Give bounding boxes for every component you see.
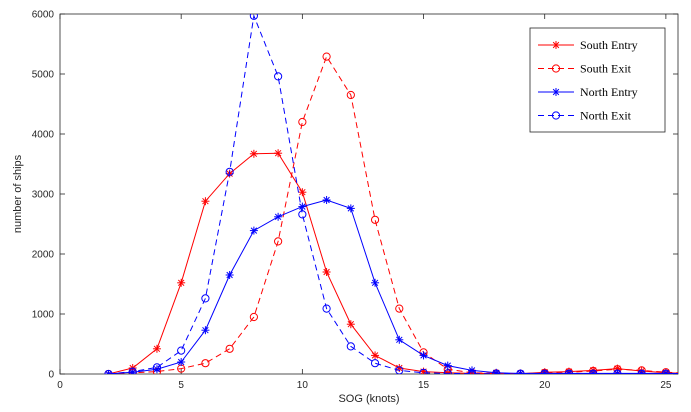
data-point-south-exit	[370, 215, 380, 224]
data-point-south-exit	[346, 90, 355, 100]
data-point-north-entry	[274, 212, 283, 221]
y-axis-label: number of ships	[12, 154, 24, 233]
data-point-south-entry	[298, 188, 307, 197]
x-axis-label: SOG (knots)	[338, 393, 399, 405]
legend-label: South Exit	[580, 62, 632, 76]
data-point-north-exit	[613, 369, 622, 374]
legend-marker	[551, 111, 561, 120]
data-point-north-exit	[274, 72, 283, 81]
data-point-north-entry	[201, 326, 210, 335]
data-point-south-entry	[201, 197, 210, 206]
legend-label: South Entry	[580, 38, 638, 52]
data-point-north-exit	[249, 14, 258, 20]
legend-item-south-entry: South Entry	[538, 38, 638, 52]
data-point-north-exit	[637, 369, 646, 374]
data-point-north-exit	[298, 210, 307, 219]
data-point-north-exit	[492, 369, 501, 374]
legend-marker	[552, 88, 560, 96]
data-point-north-exit	[443, 369, 452, 374]
data-point-north-exit	[467, 369, 477, 374]
data-point-north-exit	[687, 370, 691, 377]
legend-item-north-exit: North Exit	[538, 109, 632, 123]
series-north-exit	[104, 14, 691, 377]
legend-label: North Entry	[580, 85, 638, 99]
data-point-north-entry	[443, 361, 452, 370]
data-point-north-exit	[225, 167, 234, 176]
x-tick-label: 10	[297, 380, 309, 391]
data-point-south-entry	[371, 351, 380, 360]
data-point-north-entry	[371, 278, 380, 287]
data-point-north-exit	[516, 369, 525, 374]
data-point-south-entry	[346, 320, 355, 329]
data-point-north-exit	[419, 368, 428, 374]
y-tick-label: 6000	[32, 10, 55, 21]
data-point-north-exit	[128, 367, 137, 374]
data-point-north-entry	[419, 351, 428, 360]
legend-marker	[551, 64, 561, 73]
legend-item-south-exit: South Exit	[538, 62, 632, 76]
x-tick-label: 0	[57, 380, 63, 391]
legend-label: North Exit	[580, 109, 632, 123]
data-point-north-exit	[322, 304, 331, 313]
data-point-south-exit	[298, 117, 307, 127]
legend-marker	[552, 41, 560, 49]
legend-item-north-entry: North Entry	[538, 85, 638, 99]
data-point-south-entry	[152, 344, 161, 353]
data-point-north-exit	[346, 342, 355, 351]
x-tick-label: 20	[539, 380, 551, 391]
legend: South Entry South Exit North Entry North Ex…	[529, 27, 666, 133]
data-point-north-entry	[225, 271, 234, 279]
data-point-north-entry	[346, 204, 355, 213]
data-point-north-exit	[395, 366, 404, 374]
data-point-north-entry	[298, 202, 307, 211]
data-point-south-entry	[274, 149, 283, 158]
data-point-north-exit	[201, 294, 210, 303]
series-line-south-exit	[108, 55, 678, 374]
x-tick-label: 5	[178, 380, 184, 391]
data-point-north-entry	[322, 196, 331, 204]
x-tick-label: 25	[660, 380, 672, 391]
data-point-north-entry	[249, 226, 258, 235]
data-point-north-exit	[564, 369, 574, 374]
data-point-south-exit	[687, 370, 691, 377]
data-point-north-entry	[104, 370, 113, 374]
data-point-south-entry	[322, 268, 331, 276]
data-point-south-entry	[177, 278, 186, 287]
y-tick-label: 4000	[32, 130, 55, 141]
x-tick-label: 15	[418, 380, 430, 391]
y-tick-label: 1000	[32, 310, 55, 321]
data-point-north-exit	[152, 363, 162, 372]
data-point-south-exit	[249, 312, 258, 322]
data-point-north-exit	[589, 369, 598, 374]
y-tick-label: 2000	[32, 250, 55, 261]
data-point-south-entry	[249, 149, 258, 158]
series-layer	[104, 14, 691, 378]
data-point-north-exit	[370, 359, 380, 368]
data-point-north-exit	[661, 369, 670, 374]
data-point-north-exit	[104, 369, 113, 374]
data-point-south-exit	[225, 344, 234, 353]
data-point-north-entry	[152, 365, 161, 374]
data-point-south-exit	[589, 366, 598, 374]
data-point-north-exit	[540, 369, 549, 374]
data-point-south-exit	[201, 359, 210, 368]
y-tick-label: 5000	[32, 70, 55, 81]
data-point-south-exit	[395, 304, 404, 313]
series-line-north-exit	[108, 14, 678, 374]
data-point-north-entry	[395, 335, 404, 344]
data-point-south-exit	[322, 52, 331, 61]
y-tick-label: 0	[48, 370, 54, 381]
y-tick-label: 3000	[32, 190, 55, 201]
data-point-north-entry	[686, 370, 691, 378]
data-point-north-exit	[177, 346, 186, 355]
data-point-south-entry	[686, 369, 691, 377]
data-point-south-exit	[274, 237, 283, 246]
data-point-north-entry	[177, 358, 186, 366]
